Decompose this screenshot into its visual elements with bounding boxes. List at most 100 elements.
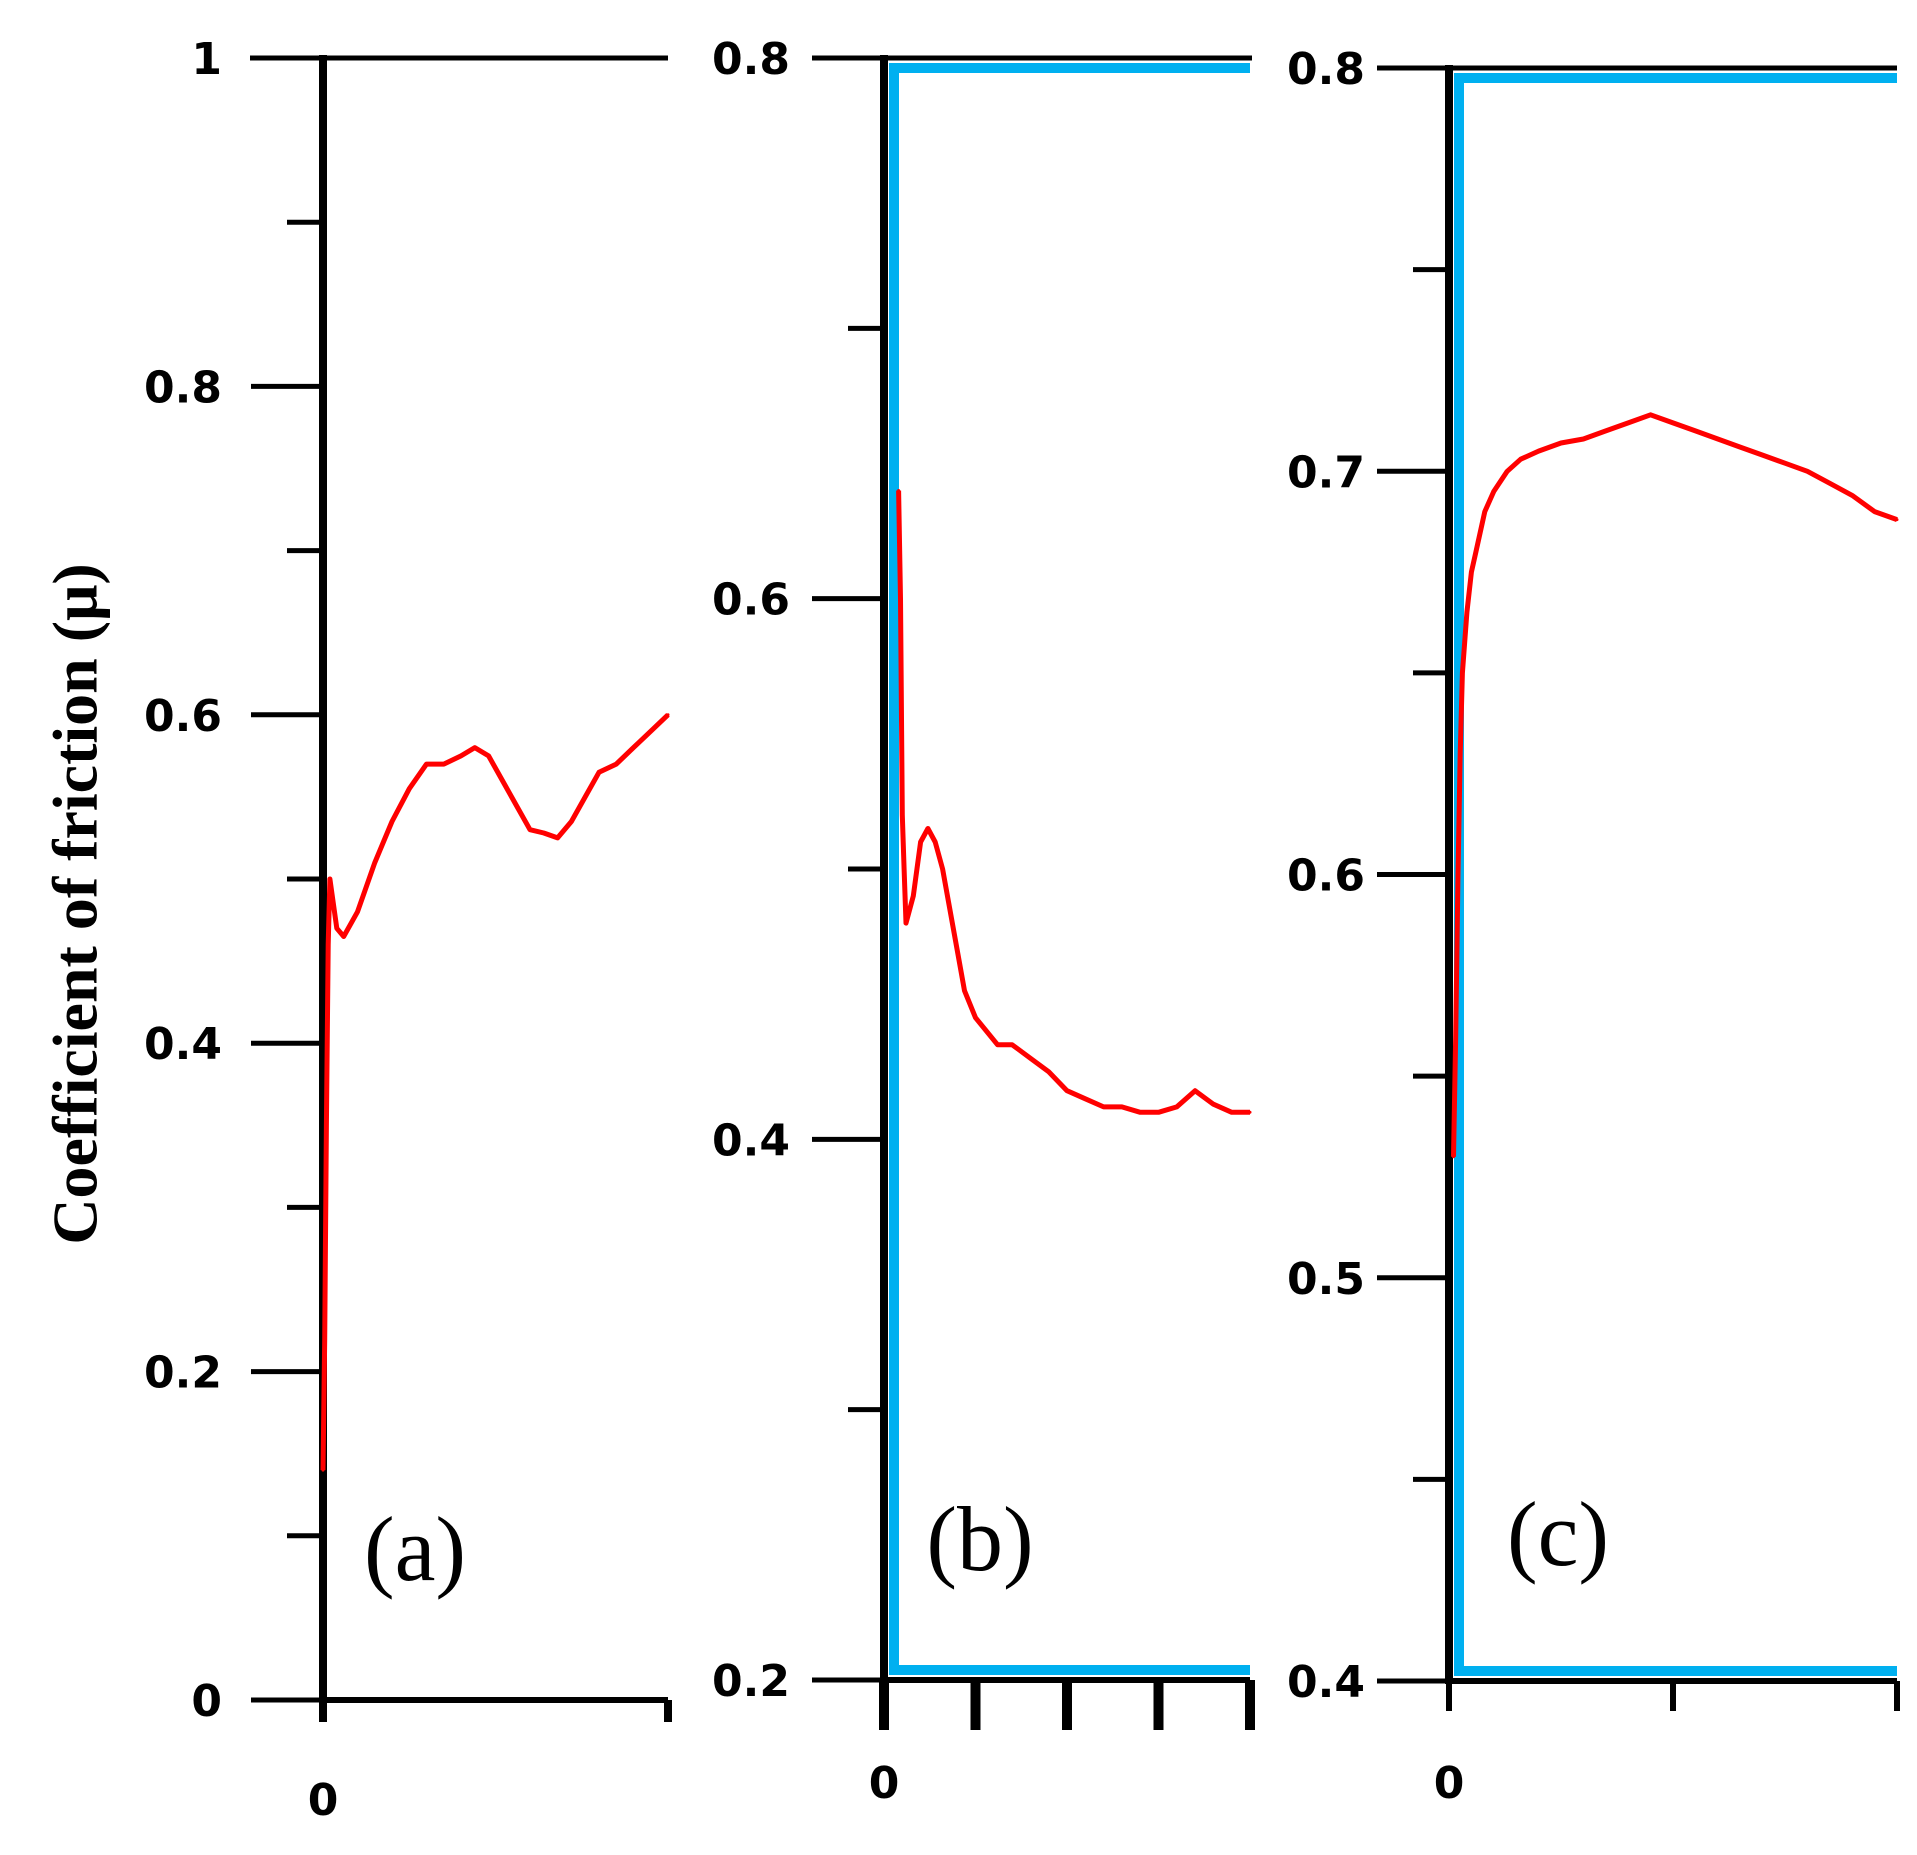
friction-data-point [985,1029,988,1033]
friction-data-point [963,989,966,993]
friction-data-point [1492,489,1496,493]
friction-data-point [1626,421,1630,425]
y-tick-label: 0.8 [144,362,222,413]
friction-data-point [321,1468,325,1472]
friction-data-point [500,779,504,782]
y-tick-label: 0.8 [1287,44,1365,95]
friction-data-point [1581,437,1585,441]
friction-data-point [1458,752,1462,755]
panel-label: (b) [926,1488,1033,1590]
friction-data-point [569,820,573,823]
friction-data-point [1469,570,1473,574]
friction-data-point [542,831,546,835]
friction-data-point [425,762,428,766]
friction-data-point [897,489,901,492]
friction-data-point [1738,445,1742,449]
friction-data-point [996,1043,999,1047]
cyan-frame [1454,73,1897,1676]
y-tick-label: 0.6 [1287,851,1365,902]
friction-data-point [948,908,952,912]
y-tick-label: 0.6 [144,691,222,742]
friction-data-point [1456,873,1460,876]
friction-data-point [955,948,959,952]
friction-data-point [1248,1110,1252,1114]
friction-data-point [1065,1089,1069,1093]
friction-data-point [1028,1056,1032,1060]
friction-data-point [911,894,915,898]
x-tick-label: 0 [869,1758,900,1809]
friction-data-point [1230,1110,1234,1114]
friction-data-point [919,840,923,844]
y-tick-label: 0.5 [1287,1254,1365,1305]
friction-data-point [902,867,906,871]
friction-data-point [1474,550,1478,554]
friction-data-point [899,597,902,601]
y-axis-title: Coefficient of friction (μ) [40,563,111,1244]
y-tick-label: 0 [191,1676,222,1727]
friction-data-point [528,828,532,832]
friction-data-point [1559,441,1563,445]
friction-data-point [583,795,587,799]
y-tick-label: 0.8 [712,34,790,85]
friction-data-point [324,1123,328,1127]
x-tick-label: 0 [1434,1758,1465,1809]
friction-data-point [1761,453,1765,457]
friction-series-line [320,712,670,1471]
panel-label: (a) [364,1498,466,1600]
friction-data-point [1805,469,1809,473]
friction-data-point [614,762,618,766]
friction-data-point [1010,1043,1014,1047]
cyan-frame [889,63,1250,1675]
friction-data-point [1783,461,1787,465]
y-tick-label: 0.2 [144,1348,222,1399]
friction-data-point [933,840,937,844]
friction-data-point [1193,1089,1197,1093]
friction-data-point [473,746,477,750]
friction-data-point [1604,429,1608,433]
friction-data-point [326,943,330,947]
panel-c: 0.4 0.5 0.6 0.7 0.8 0 (c) [1287,44,1900,1809]
friction-data-point [1452,1155,1455,1159]
friction-data-point [666,713,670,717]
friction-data-point [1873,510,1877,514]
friction-data-point [1716,437,1720,441]
friction-data-point [556,836,560,840]
friction-data-point [1102,1105,1106,1109]
friction-data-point [487,754,491,758]
panel-label: (c) [1507,1483,1609,1585]
friction-data-point [1505,469,1509,473]
friction-data-point [342,935,346,938]
friction-data-point [1157,1110,1160,1114]
friction-data-point [1454,1034,1458,1038]
friction-data-point [1175,1105,1179,1109]
friction-data-point [356,910,359,914]
y-tick-label: 1 [191,34,222,85]
friction-data-point [407,787,411,791]
friction-data-point [926,827,930,830]
friction-data-point [1483,510,1487,514]
y-tick-label: 0.4 [712,1115,790,1166]
friction-data-point [1138,1110,1142,1114]
friction-data-point [323,1337,327,1341]
friction-data-point [900,813,904,817]
friction-data-point [1465,610,1469,614]
friction-data-point [373,861,377,865]
friction-data-point [514,803,518,807]
friction-data-point [390,820,394,823]
friction-data-point [597,770,601,774]
friction-data-point [904,921,908,925]
friction-data-point [1693,429,1697,433]
friction-data-point [1047,1070,1051,1074]
friction-data-point [1895,518,1899,522]
y-tick-label: 0.7 [1287,447,1365,498]
friction-data-point [649,729,653,733]
y-tick-label: 0.2 [712,1656,790,1707]
friction-data-point [442,762,446,766]
friction-data-point [1649,413,1653,417]
friction-data-point [1083,1097,1087,1101]
friction-data-point [1519,457,1523,461]
friction-data-point [459,754,463,758]
x-tick-label: 0 [308,1775,339,1826]
y-tick-label: 0.4 [1287,1657,1365,1708]
